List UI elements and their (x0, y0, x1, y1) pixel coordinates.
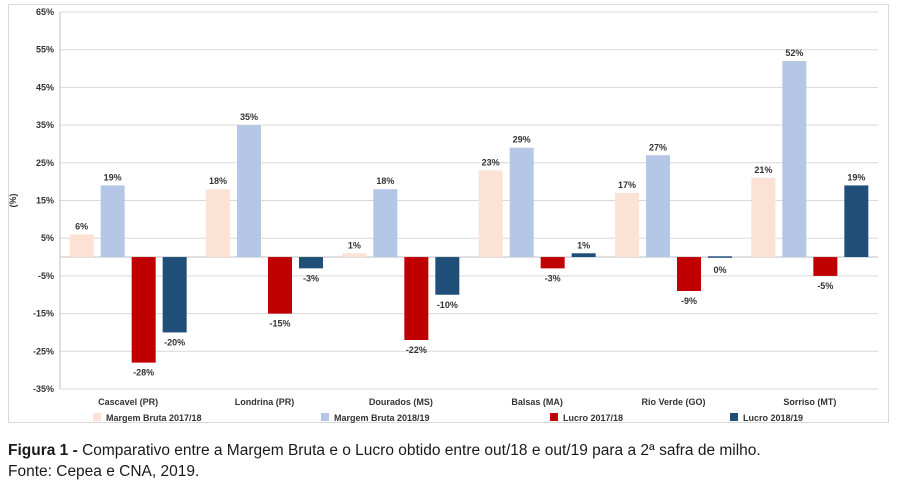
data-label: -22% (406, 345, 427, 355)
data-label: 27% (649, 142, 667, 152)
bar (782, 61, 807, 258)
data-label: 23% (482, 157, 500, 167)
legend-label: Margem Bruta 2018/19 (334, 413, 430, 423)
legend-label: Lucro 2017/18 (563, 413, 623, 423)
bar (751, 177, 776, 258)
data-label: -28% (133, 368, 154, 378)
data-label: -3% (545, 273, 561, 283)
legend-swatch (550, 413, 558, 421)
data-label: 19% (104, 172, 122, 182)
bar (677, 257, 701, 291)
bar (813, 257, 838, 276)
chart-container: 65% 55% 45% 35% 25% 15% 5% -5% -15% -25% -35% (%) 6%… (8, 4, 890, 424)
x-category-label: Dourados (MS) (369, 397, 433, 407)
bar (162, 257, 187, 333)
y-tick-label: -35% (33, 384, 54, 394)
bar-chart: 65% 55% 45% 35% 25% 15% 5% -5% -15% -25% -35% (%) 6%… (8, 4, 889, 423)
y-tick-label: 5% (41, 233, 54, 243)
figure-caption: Figura 1 - Comparativo entre a Margem Br… (8, 440, 888, 482)
data-label: 18% (376, 176, 394, 186)
data-label: -3% (303, 273, 319, 283)
y-tick-label: 55% (36, 45, 54, 55)
data-label: 0% (713, 265, 726, 275)
y-tick-label: -25% (33, 346, 54, 356)
bar (646, 155, 670, 258)
y-tick-label: 25% (36, 158, 54, 168)
y-tick-label: -5% (38, 271, 54, 281)
data-label: 18% (209, 176, 227, 186)
data-label: 6% (75, 221, 88, 231)
caption-line: Figura 1 - Comparativo entre a Margem Br… (8, 440, 888, 461)
bar (708, 256, 732, 258)
legend-swatch (321, 413, 329, 421)
legend-swatch (730, 413, 738, 421)
figure-label: Figura 1 - (8, 442, 78, 459)
legend-label: Lucro 2018/19 (743, 413, 803, 423)
data-label: 1% (348, 240, 361, 250)
bar (299, 257, 323, 269)
data-label: 17% (618, 180, 636, 190)
bar (404, 257, 429, 340)
data-label: -5% (817, 281, 833, 291)
y-tick-label: 45% (36, 82, 54, 92)
bar (844, 185, 869, 258)
data-label: 21% (754, 165, 772, 175)
data-label: -10% (437, 300, 458, 310)
y-tick-label: 65% (36, 7, 54, 17)
x-category-label: Londrina (PR) (235, 397, 295, 407)
bar (268, 257, 292, 314)
data-label: 35% (240, 112, 258, 122)
bar (540, 257, 565, 269)
legend-label: Margem Bruta 2017/18 (106, 413, 202, 423)
x-category-label: Cascavel (PR) (98, 397, 158, 407)
x-category-label: Balsas (MA) (511, 397, 563, 407)
data-label: 29% (513, 135, 531, 145)
data-label: -20% (164, 337, 185, 347)
data-label: 1% (577, 240, 590, 250)
bar (435, 257, 460, 295)
data-label: 19% (847, 172, 865, 182)
data-label: -9% (681, 296, 697, 306)
y-tick-label: 35% (36, 120, 54, 130)
bar (509, 147, 534, 258)
bar (478, 170, 503, 258)
bar (100, 185, 125, 258)
caption-text: Comparativo entre a Margem Bruta e o Luc… (77, 442, 761, 459)
x-category-label: Sorriso (MT) (783, 397, 836, 407)
y-tick-label: 15% (36, 196, 54, 206)
chart-border (8, 4, 889, 423)
bar (131, 257, 156, 363)
bar (615, 192, 639, 258)
data-label: 52% (785, 48, 803, 58)
bar (373, 189, 398, 258)
bar (571, 253, 596, 258)
bar (206, 189, 230, 258)
bar (342, 253, 367, 258)
caption-source: Fonte: Cepea e CNA, 2019. (8, 463, 200, 480)
data-label: -15% (269, 319, 290, 329)
bar (69, 234, 94, 258)
bar (237, 125, 261, 258)
legend-swatch (93, 413, 101, 421)
x-category-label: Rio Verde (GO) (641, 397, 705, 407)
y-tick-label: -15% (33, 309, 54, 319)
y-axis-label: (%) (8, 194, 18, 208)
